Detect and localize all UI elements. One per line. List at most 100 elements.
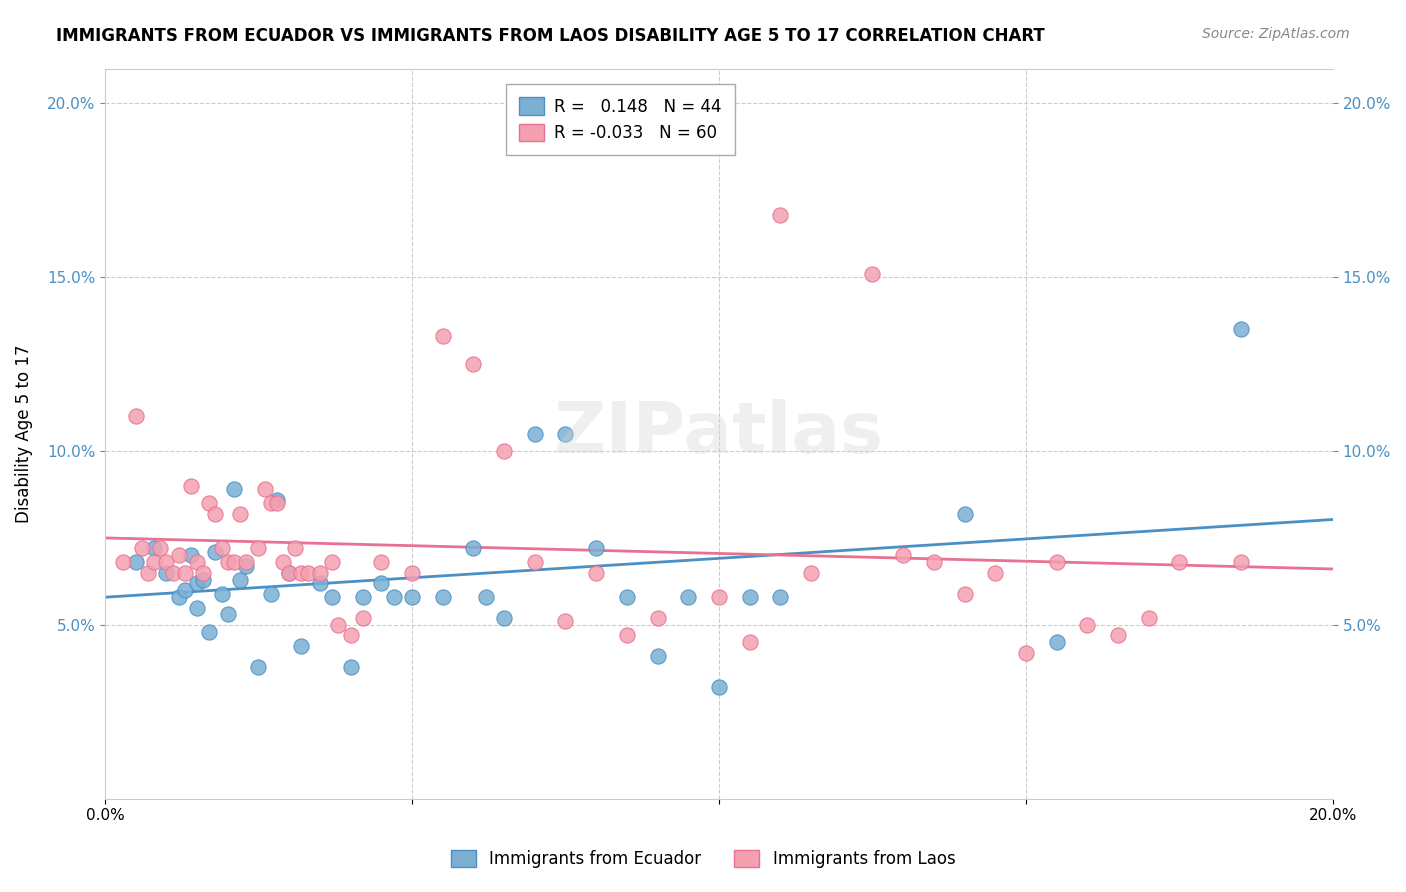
- Point: [352, 611, 374, 625]
- Point: [1230, 322, 1253, 336]
- Point: [162, 566, 184, 580]
- Point: [136, 566, 159, 580]
- Point: [247, 659, 270, 673]
- Point: [260, 496, 283, 510]
- Point: [278, 566, 301, 580]
- Point: [211, 541, 233, 556]
- Point: [222, 483, 245, 497]
- Point: [953, 586, 976, 600]
- Point: [217, 607, 239, 622]
- Point: [186, 576, 208, 591]
- Point: [278, 566, 301, 580]
- Point: [321, 590, 343, 604]
- Point: [616, 590, 638, 604]
- Point: [260, 586, 283, 600]
- Point: [309, 576, 332, 591]
- Point: [1168, 555, 1191, 569]
- Point: [112, 555, 135, 569]
- Point: [1015, 646, 1038, 660]
- Point: [217, 555, 239, 569]
- Legend: R =   0.148   N = 44, R = -0.033   N = 60: R = 0.148 N = 44, R = -0.033 N = 60: [506, 84, 735, 155]
- Point: [155, 566, 177, 580]
- Legend: Immigrants from Ecuador, Immigrants from Laos: Immigrants from Ecuador, Immigrants from…: [444, 843, 962, 875]
- Point: [284, 541, 307, 556]
- Point: [328, 618, 350, 632]
- Point: [149, 541, 172, 556]
- Point: [266, 492, 288, 507]
- Point: [769, 208, 792, 222]
- Point: [167, 549, 190, 563]
- Point: [523, 426, 546, 441]
- Point: [1230, 555, 1253, 569]
- Point: [370, 576, 392, 591]
- Point: [401, 566, 423, 580]
- Point: [155, 555, 177, 569]
- Point: [585, 541, 607, 556]
- Point: [647, 649, 669, 664]
- Point: [193, 566, 215, 580]
- Point: [204, 545, 226, 559]
- Point: [204, 507, 226, 521]
- Point: [198, 496, 221, 510]
- Point: [463, 357, 485, 371]
- Point: [180, 549, 202, 563]
- Point: [463, 541, 485, 556]
- Point: [339, 628, 361, 642]
- Point: [678, 590, 700, 604]
- Point: [271, 555, 294, 569]
- Point: [173, 583, 195, 598]
- Point: [432, 329, 454, 343]
- Point: [707, 681, 730, 695]
- Text: IMMIGRANTS FROM ECUADOR VS IMMIGRANTS FROM LAOS DISABILITY AGE 5 TO 17 CORRELATI: IMMIGRANTS FROM ECUADOR VS IMMIGRANTS FR…: [56, 27, 1045, 45]
- Y-axis label: Disability Age 5 to 17: Disability Age 5 to 17: [15, 344, 32, 523]
- Point: [253, 483, 276, 497]
- Point: [1076, 618, 1098, 632]
- Point: [290, 566, 312, 580]
- Point: [229, 507, 252, 521]
- Point: [474, 590, 496, 604]
- Point: [297, 566, 319, 580]
- Point: [1107, 628, 1129, 642]
- Point: [309, 566, 332, 580]
- Point: [193, 573, 215, 587]
- Point: [235, 555, 257, 569]
- Point: [180, 479, 202, 493]
- Point: [229, 573, 252, 587]
- Point: [167, 590, 190, 604]
- Point: [862, 267, 884, 281]
- Point: [352, 590, 374, 604]
- Point: [401, 590, 423, 604]
- Text: Source: ZipAtlas.com: Source: ZipAtlas.com: [1202, 27, 1350, 41]
- Point: [432, 590, 454, 604]
- Point: [616, 628, 638, 642]
- Point: [321, 555, 343, 569]
- Point: [211, 586, 233, 600]
- Point: [554, 615, 576, 629]
- Point: [800, 566, 823, 580]
- Point: [198, 624, 221, 639]
- Point: [173, 566, 195, 580]
- Point: [143, 555, 166, 569]
- Point: [125, 555, 148, 569]
- Point: [1046, 555, 1069, 569]
- Point: [922, 555, 945, 569]
- Point: [235, 558, 257, 573]
- Point: [131, 541, 153, 556]
- Point: [339, 659, 361, 673]
- Point: [494, 444, 516, 458]
- Point: [290, 639, 312, 653]
- Point: [370, 555, 392, 569]
- Point: [247, 541, 270, 556]
- Point: [647, 611, 669, 625]
- Point: [143, 541, 166, 556]
- Point: [554, 426, 576, 441]
- Point: [1046, 635, 1069, 649]
- Point: [494, 611, 516, 625]
- Point: [769, 590, 792, 604]
- Point: [222, 555, 245, 569]
- Point: [891, 549, 914, 563]
- Point: [953, 507, 976, 521]
- Point: [585, 566, 607, 580]
- Point: [382, 590, 405, 604]
- Text: ZIPatlas: ZIPatlas: [554, 399, 884, 468]
